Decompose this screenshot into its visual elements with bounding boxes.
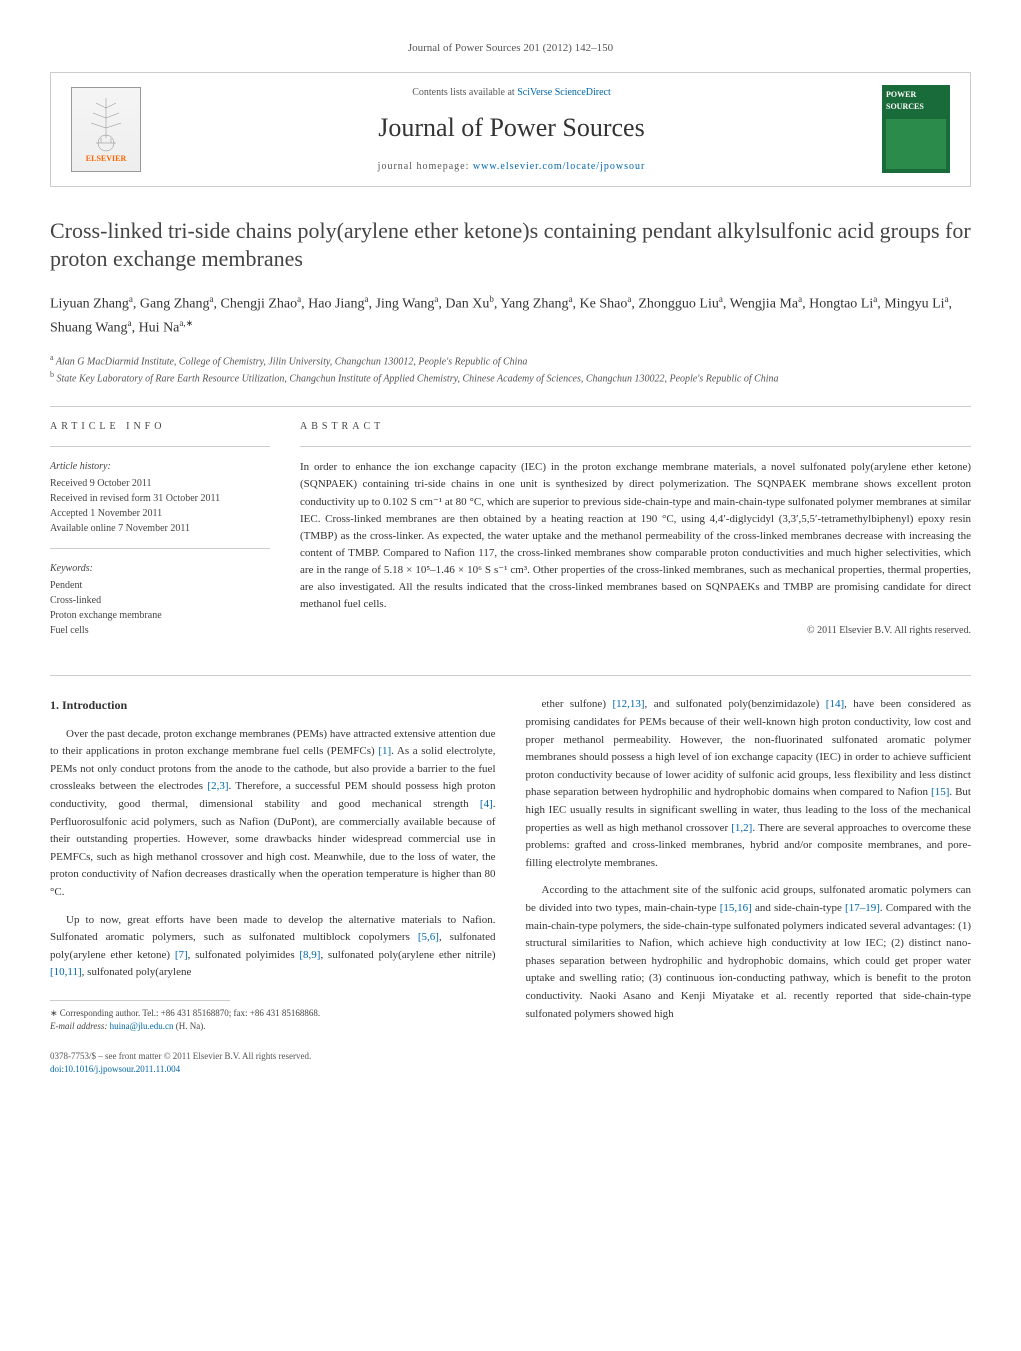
body-paragraph: According to the attachment site of the … bbox=[526, 882, 972, 1023]
received-date: Received 9 October 2011 bbox=[50, 476, 270, 491]
accepted-date: Accepted 1 November 2011 bbox=[50, 506, 270, 521]
keywords-block: Keywords: Pendent Cross-linked Proton ex… bbox=[50, 561, 270, 638]
elsevier-tree-icon bbox=[81, 93, 131, 153]
masthead: ELSEVIER Contents lists available at Sci… bbox=[50, 72, 971, 187]
keywords-label: Keywords: bbox=[50, 561, 270, 576]
body-paragraph: Up to now, great efforts have been made … bbox=[50, 912, 496, 982]
publisher-logo: ELSEVIER bbox=[71, 87, 141, 172]
keyword: Fuel cells bbox=[50, 623, 270, 638]
online-date: Available online 7 November 2011 bbox=[50, 521, 270, 536]
citation-header: Journal of Power Sources 201 (2012) 142–… bbox=[50, 40, 971, 57]
homepage-line: journal homepage: www.elsevier.com/locat… bbox=[141, 159, 882, 174]
abstract-column: ABSTRACT In order to enhance the ion exc… bbox=[300, 419, 971, 650]
keyword: Proton exchange membrane bbox=[50, 608, 270, 623]
footer-bar: 0378-7753/$ – see front matter © 2011 El… bbox=[50, 1050, 971, 1075]
masthead-center: Contents lists available at SciVerse Sci… bbox=[141, 85, 882, 174]
doi-link[interactable]: doi:10.1016/j.jpowsour.2011.11.004 bbox=[50, 1063, 971, 1076]
footnote-divider bbox=[50, 1000, 230, 1001]
journal-title: Journal of Power Sources bbox=[141, 108, 882, 147]
journal-cover-thumbnail: POWER SOURCES bbox=[882, 85, 950, 173]
cover-image-placeholder bbox=[886, 119, 946, 169]
copyright-line: © 2011 Elsevier B.V. All rights reserved… bbox=[300, 623, 971, 638]
article-title: Cross-linked tri-side chains poly(arylen… bbox=[50, 217, 971, 274]
revised-date: Received in revised form 31 October 2011 bbox=[50, 491, 270, 506]
divider bbox=[50, 675, 971, 676]
section-heading: 1. Introduction bbox=[50, 696, 496, 715]
body-paragraph: ether sulfone) [12,13], and sulfonated p… bbox=[526, 696, 972, 872]
corresponding-author: ∗ Corresponding author. Tel.: +86 431 85… bbox=[50, 1007, 496, 1034]
divider bbox=[50, 406, 971, 407]
citation-text: Journal of Power Sources 201 (2012) 142–… bbox=[408, 42, 613, 54]
front-matter-line: 0378-7753/$ – see front matter © 2011 El… bbox=[50, 1050, 971, 1063]
divider bbox=[50, 446, 270, 447]
keyword: Cross-linked bbox=[50, 593, 270, 608]
affiliations: a Alan G MacDiarmid Institute, College o… bbox=[50, 352, 971, 387]
cover-title: POWER SOURCES bbox=[886, 89, 946, 113]
article-info-column: ARTICLE INFO Article history: Received 9… bbox=[50, 419, 270, 650]
divider bbox=[50, 548, 270, 549]
affiliation-a: a Alan G MacDiarmid Institute, College o… bbox=[50, 352, 971, 369]
email-link[interactable]: huina@jlu.edu.cn bbox=[110, 1021, 174, 1031]
homepage-url[interactable]: www.elsevier.com/locate/jpowsour bbox=[473, 161, 645, 172]
publisher-name: ELSEVIER bbox=[86, 153, 126, 165]
body-column-right: ether sulfone) [12,13], and sulfonated p… bbox=[526, 696, 972, 1034]
info-abstract-row: ARTICLE INFO Article history: Received 9… bbox=[50, 419, 971, 650]
sciencedirect-link[interactable]: SciVerse ScienceDirect bbox=[517, 87, 611, 98]
abstract-heading: ABSTRACT bbox=[300, 419, 971, 434]
body-column-left: 1. Introduction Over the past decade, pr… bbox=[50, 696, 496, 1034]
article-history: Article history: Received 9 October 2011… bbox=[50, 459, 270, 536]
keyword: Pendent bbox=[50, 578, 270, 593]
body-two-column: 1. Introduction Over the past decade, pr… bbox=[50, 696, 971, 1034]
correspondence-email-line: E-mail address: huina@jlu.edu.cn (H. Na)… bbox=[50, 1020, 496, 1034]
author-list: Liyuan Zhanga, Gang Zhanga, Chengji Zhao… bbox=[50, 292, 971, 340]
correspondence-line: ∗ Corresponding author. Tel.: +86 431 85… bbox=[50, 1007, 496, 1021]
divider bbox=[300, 446, 971, 447]
contents-list-line: Contents lists available at SciVerse Sci… bbox=[141, 85, 882, 100]
article-info-heading: ARTICLE INFO bbox=[50, 419, 270, 434]
history-label: Article history: bbox=[50, 459, 270, 474]
abstract-text: In order to enhance the ion exchange cap… bbox=[300, 459, 971, 612]
body-paragraph: Over the past decade, proton exchange me… bbox=[50, 726, 496, 902]
affiliation-b: b State Key Laboratory of Rare Earth Res… bbox=[50, 369, 971, 386]
